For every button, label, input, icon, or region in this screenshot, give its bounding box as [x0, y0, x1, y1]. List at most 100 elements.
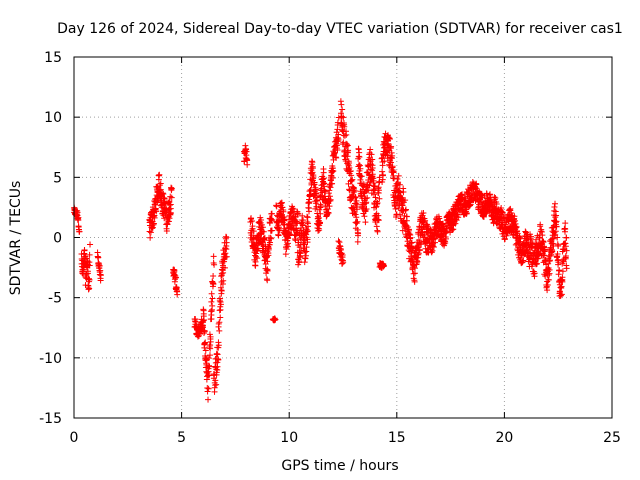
data-point	[207, 342, 214, 349]
data-point	[207, 333, 214, 340]
data-point	[455, 214, 462, 221]
data-point	[338, 101, 345, 108]
data-point	[555, 242, 562, 249]
data-point	[250, 234, 257, 241]
data-point	[478, 191, 485, 198]
data-point	[167, 202, 174, 209]
data-point	[286, 231, 293, 238]
data-point	[340, 114, 347, 121]
data-point	[300, 217, 307, 224]
data-point	[304, 213, 311, 220]
data-point	[563, 247, 570, 254]
data-point	[507, 205, 514, 212]
data-point	[499, 209, 506, 216]
data-point	[390, 175, 397, 182]
data-point	[163, 227, 170, 234]
data-point	[420, 210, 427, 217]
data-point	[317, 210, 324, 217]
data-point	[313, 197, 320, 204]
data-point	[217, 306, 224, 313]
data-point	[311, 179, 318, 186]
data-point	[535, 255, 542, 262]
y-tick-label: 5	[53, 170, 62, 186]
data-point	[349, 205, 356, 212]
data-point	[296, 259, 303, 266]
data-point	[544, 281, 551, 288]
data-point	[97, 272, 104, 279]
data-point	[402, 206, 409, 213]
data-point	[374, 200, 381, 207]
data-point	[562, 220, 569, 227]
data-point	[200, 324, 207, 331]
data-point	[208, 316, 215, 323]
data-point	[150, 220, 157, 227]
data-point	[354, 218, 361, 225]
data-point	[335, 137, 342, 144]
data-point	[442, 235, 449, 242]
data-point	[557, 292, 564, 299]
data-point	[402, 197, 409, 204]
data-point	[216, 307, 223, 314]
data-points	[71, 98, 570, 403]
data-point	[544, 287, 551, 294]
data-point	[268, 216, 275, 223]
data-point	[405, 226, 412, 233]
data-point	[354, 232, 361, 239]
data-point	[477, 199, 484, 206]
data-point	[304, 223, 311, 230]
data-point	[366, 182, 373, 189]
data-point	[352, 211, 359, 218]
data-point	[208, 290, 215, 297]
data-point	[217, 314, 224, 321]
data-point	[302, 249, 309, 256]
data-point	[386, 135, 393, 142]
data-point	[403, 213, 410, 220]
data-point	[86, 262, 93, 269]
data-point	[423, 221, 430, 228]
data-point	[216, 327, 223, 334]
data-point	[562, 253, 569, 260]
data-point	[207, 338, 214, 345]
data-point	[309, 165, 316, 172]
data-point	[399, 202, 406, 209]
data-point	[374, 199, 381, 206]
data-point	[317, 204, 324, 211]
data-point	[353, 197, 360, 204]
data-point	[303, 244, 310, 251]
data-point	[408, 239, 415, 246]
data-point	[264, 277, 271, 284]
data-point	[546, 257, 553, 264]
data-point	[375, 187, 382, 194]
x-tick-label: 0	[70, 430, 79, 446]
data-point	[86, 285, 93, 292]
data-point	[562, 226, 569, 233]
data-point	[364, 194, 371, 201]
data-point	[215, 342, 222, 349]
data-point	[222, 233, 229, 240]
data-point	[341, 123, 348, 130]
data-point	[272, 316, 279, 323]
data-point	[76, 228, 83, 235]
data-point	[376, 195, 383, 202]
data-point	[493, 201, 500, 208]
data-point	[260, 228, 267, 235]
data-point	[387, 159, 394, 166]
data-point	[346, 164, 353, 171]
data-point	[517, 235, 524, 242]
data-point	[330, 167, 337, 174]
data-point	[206, 352, 213, 359]
data-point	[223, 239, 230, 246]
data-point	[208, 306, 215, 313]
data-point	[412, 265, 419, 272]
data-point	[381, 158, 388, 165]
data-point	[327, 184, 334, 191]
data-point	[541, 252, 548, 259]
data-point	[442, 239, 449, 246]
data-point	[395, 172, 402, 179]
data-point	[388, 143, 395, 150]
data-point	[214, 363, 221, 370]
data-point	[339, 260, 346, 267]
data-point	[363, 206, 370, 212]
data-point	[268, 210, 275, 217]
data-point	[325, 210, 332, 217]
